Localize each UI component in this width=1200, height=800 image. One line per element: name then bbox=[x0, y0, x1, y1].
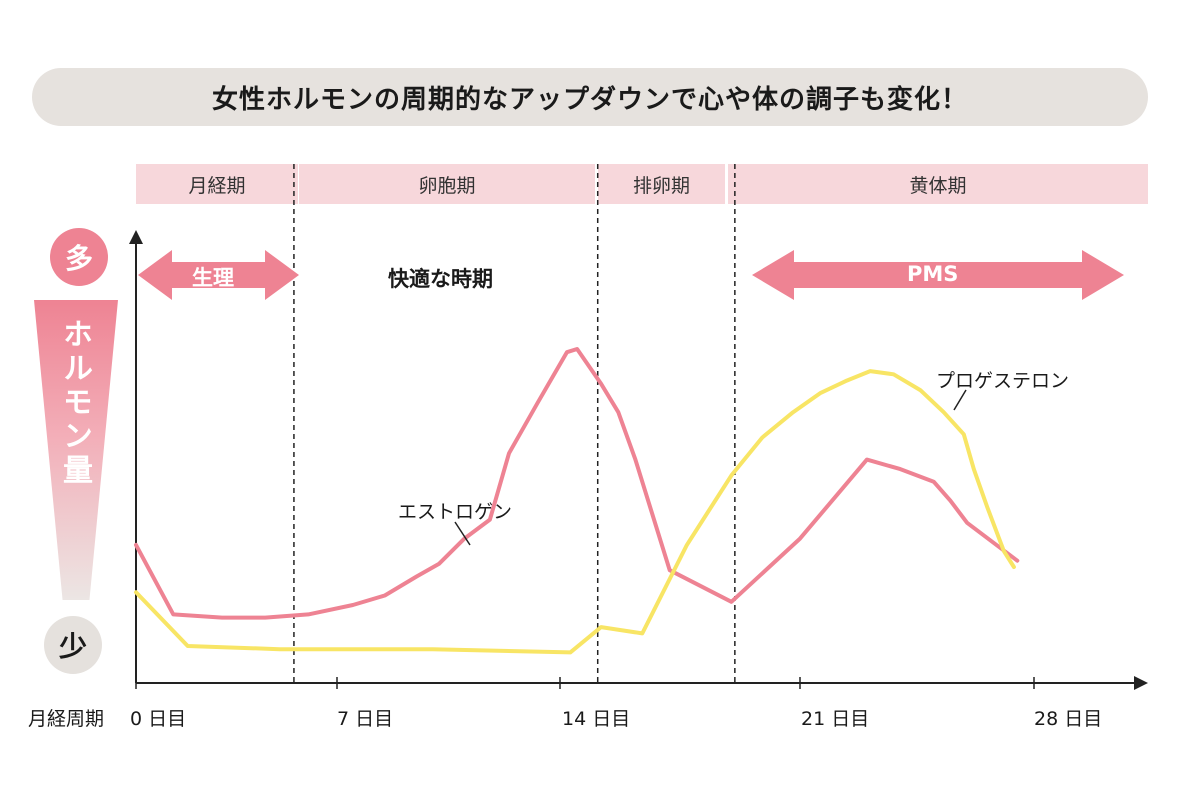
x-tick-label: 7 日目 bbox=[337, 708, 394, 730]
y-axis-arrowhead bbox=[129, 230, 143, 244]
progesterone-line bbox=[134, 369, 1016, 655]
x-tick-label: 28 日目 bbox=[1034, 708, 1103, 730]
estrogen-line bbox=[134, 347, 1020, 620]
pms-arrow bbox=[752, 250, 1124, 300]
x-axis-arrowhead bbox=[1134, 676, 1148, 690]
low-indicator: 少 bbox=[44, 616, 102, 674]
estrogen-leader-line bbox=[454, 521, 471, 546]
pms-arrow-label: PMS bbox=[907, 262, 959, 286]
phase-follicular: 卵胞期 bbox=[299, 164, 595, 204]
x-tick-label: 21 日目 bbox=[801, 708, 870, 730]
phase-ovulation: 排卵期 bbox=[598, 164, 725, 204]
high-indicator: 多 bbox=[50, 228, 108, 286]
x-axis-label: 月経周期 bbox=[28, 708, 105, 730]
comfortable-period-label: 快適な時期 bbox=[388, 267, 493, 291]
menstruation-arrow bbox=[138, 250, 299, 300]
x-tick-label: 0 日目 bbox=[130, 708, 187, 730]
figure-title: 女性ホルモンの周期的なアップダウンで心や体の調子も変化！ bbox=[32, 68, 1148, 126]
series-label-progesterone: プロゲステロン bbox=[936, 370, 1070, 392]
phase-luteal: 黄体期 bbox=[728, 164, 1148, 204]
menstruation-arrow-label: 生理 bbox=[192, 266, 234, 290]
y-axis-label: ホルモン量 bbox=[57, 318, 92, 488]
x-tick-label: 14 日目 bbox=[562, 708, 631, 730]
phase-menstrual: 月経期 bbox=[136, 164, 298, 204]
series-label-estrogen: エストロゲン bbox=[398, 501, 513, 523]
progesterone-leader-line bbox=[953, 389, 967, 411]
